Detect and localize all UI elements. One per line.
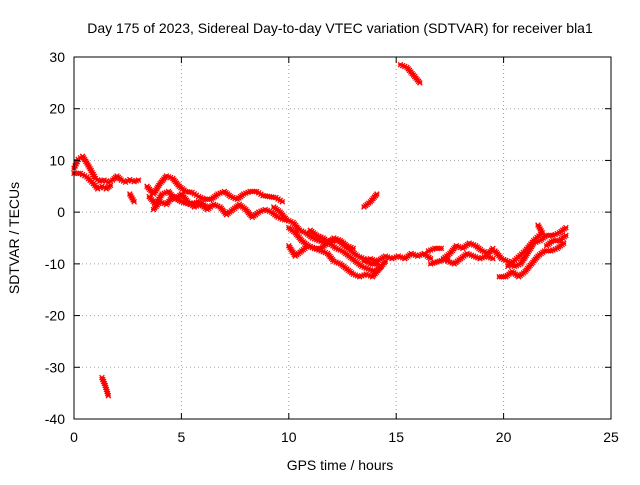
series-track-q	[440, 240, 496, 262]
y-tick-label: -10	[45, 256, 65, 272]
y-tick-label: 20	[49, 101, 65, 117]
data-point	[438, 245, 445, 252]
data-point	[279, 198, 286, 205]
x-tick-label: 20	[496, 429, 512, 445]
y-tick-label: -30	[45, 359, 65, 375]
series-track-d	[126, 191, 138, 205]
data-point	[105, 392, 112, 399]
y-tick-label: 10	[49, 152, 65, 168]
x-tick-label: 15	[388, 429, 404, 445]
data-point	[563, 224, 569, 231]
y-tick-label: 0	[57, 204, 65, 220]
x-tick-label: 10	[281, 429, 297, 445]
x-tick-label: 0	[70, 429, 78, 445]
chart-title: Day 175 of 2023, Sidereal Day-to-day VTE…	[87, 20, 593, 36]
y-tick-label: -40	[45, 411, 65, 427]
series-track-v	[543, 232, 569, 249]
series-track-j	[285, 235, 357, 259]
x-axis-label: GPS time / hours	[287, 457, 394, 473]
data-point	[535, 222, 541, 228]
series-track-o	[361, 191, 380, 210]
series-track-a	[71, 153, 142, 186]
series-track-t	[496, 240, 567, 280]
x-tick-label: 25	[603, 429, 619, 445]
data-point	[427, 255, 434, 262]
series-track-r	[444, 250, 496, 267]
data-point	[560, 240, 567, 247]
y-axis-label: SDTVAR / TECUs	[6, 182, 22, 294]
data-point	[204, 204, 211, 210]
series-track-k	[307, 227, 385, 275]
series-track-c	[99, 374, 112, 399]
y-tick-label: 30	[49, 49, 65, 65]
series-track-i	[285, 224, 389, 280]
plot-frame	[73, 56, 612, 420]
series-track-u	[505, 222, 546, 270]
y-tick-label: -20	[45, 308, 65, 324]
series-track-p	[397, 61, 423, 86]
data-point	[374, 191, 380, 197]
data-point	[563, 232, 569, 239]
data-point	[490, 255, 496, 262]
data-point	[107, 182, 114, 189]
data-point	[350, 245, 357, 252]
series-track-g	[150, 193, 211, 213]
series-track-m	[425, 245, 445, 254]
series-track-e	[144, 173, 286, 205]
data-point	[416, 79, 423, 86]
data-point	[135, 177, 142, 183]
series-track-l	[361, 250, 434, 265]
series-track-b	[71, 170, 114, 192]
x-tick-label: 5	[178, 429, 186, 445]
data-point	[131, 198, 138, 205]
data-point	[378, 263, 385, 270]
data-series	[71, 61, 569, 399]
axis-ticks: 0 5 10 15 20 25 30 20 10 0 -10 -20 -30 -40	[45, 49, 619, 445]
